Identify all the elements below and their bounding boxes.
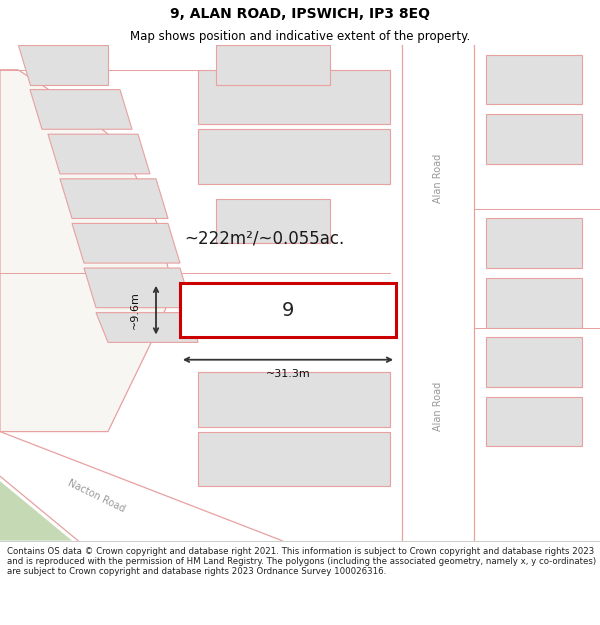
Bar <box>216 45 330 84</box>
Polygon shape <box>84 268 192 308</box>
Bar <box>216 199 330 243</box>
Bar <box>198 129 390 184</box>
Text: Alan Road: Alan Road <box>433 154 443 204</box>
Text: Alan Road: Alan Road <box>433 382 443 431</box>
Text: ~9.6m: ~9.6m <box>130 291 140 329</box>
Bar <box>486 278 582 328</box>
Bar <box>402 45 474 541</box>
Bar <box>486 397 582 446</box>
Text: 9: 9 <box>282 301 294 319</box>
Text: Nacton Road: Nacton Road <box>66 478 126 514</box>
Polygon shape <box>72 223 180 263</box>
Polygon shape <box>60 179 168 219</box>
Polygon shape <box>0 70 168 432</box>
Bar <box>180 283 396 338</box>
Bar <box>486 55 582 104</box>
Bar <box>198 432 390 486</box>
Bar <box>486 338 582 387</box>
Polygon shape <box>30 89 132 129</box>
Bar <box>486 219 582 268</box>
Polygon shape <box>0 481 72 541</box>
Text: ~222m²/~0.055ac.: ~222m²/~0.055ac. <box>184 229 344 248</box>
Bar <box>198 70 390 124</box>
Text: Map shows position and indicative extent of the property.: Map shows position and indicative extent… <box>130 31 470 43</box>
Text: Contains OS data © Crown copyright and database right 2021. This information is : Contains OS data © Crown copyright and d… <box>7 546 596 576</box>
Polygon shape <box>48 134 150 174</box>
Bar <box>486 114 582 164</box>
Text: ~31.3m: ~31.3m <box>266 369 310 379</box>
Polygon shape <box>0 432 282 541</box>
Text: 9, ALAN ROAD, IPSWICH, IP3 8EQ: 9, ALAN ROAD, IPSWICH, IP3 8EQ <box>170 6 430 21</box>
Polygon shape <box>18 45 108 84</box>
Bar <box>198 372 390 427</box>
Polygon shape <box>96 312 198 342</box>
